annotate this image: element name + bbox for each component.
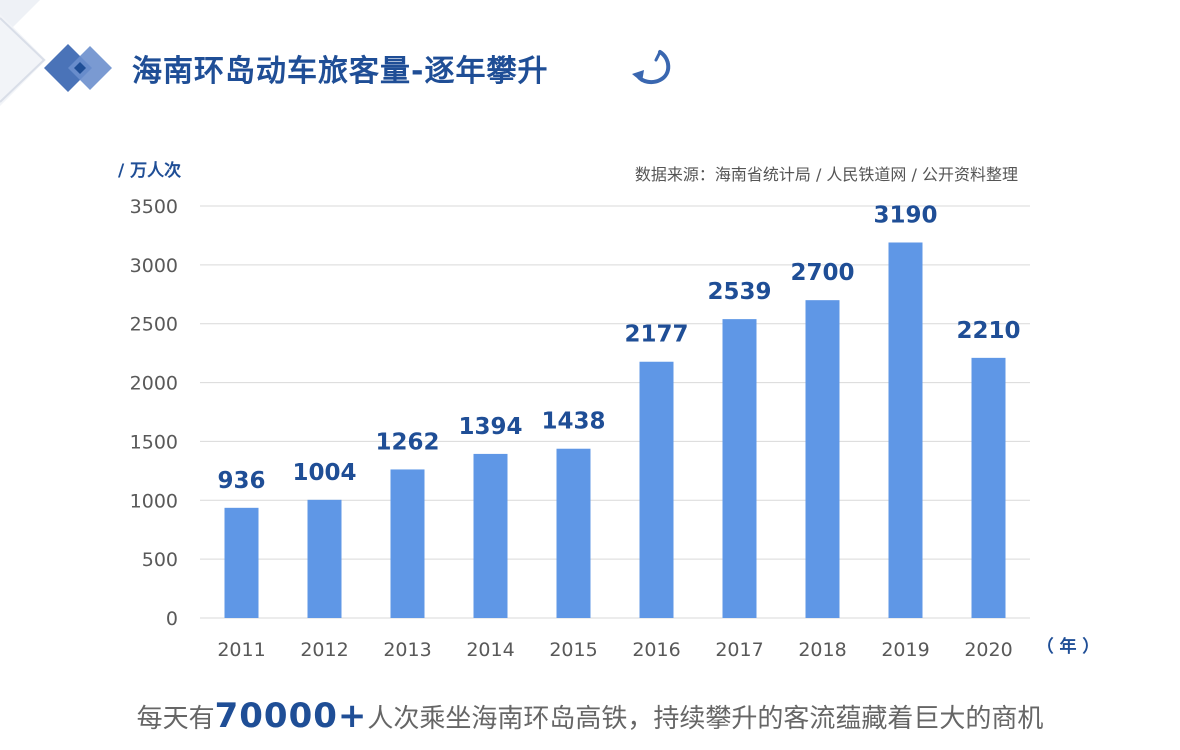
bar-2017 [722,319,757,618]
x-tick-labels: 2011 2012 2013 2014 2015 2016 2017 2018 2019 2020 [217,639,1012,661]
data-source-label: 数据来源：海南省统计局 / 人民铁道网 / 公开资料整理 [634,165,1018,184]
bar-2018 [805,300,840,618]
value-labels: 936 1004 1262 1394 1438 2177 2539 2700 3190 2210 [217,202,1020,493]
bar-2016 [639,361,674,618]
y-tick-label-500: 500 [142,549,178,571]
y-tick-label-2500: 2500 [130,314,178,336]
x-tick-label-2016: 2016 [632,639,680,661]
x-tick-label-2014: 2014 [466,639,514,661]
value-label-2018: 2700 [790,260,854,286]
value-label-2016: 2177 [624,322,688,348]
bar-2020 [971,357,1006,618]
value-label-2013: 1262 [375,429,439,455]
x-tick-label-2018: 2018 [798,639,846,661]
y-tick-label-1000: 1000 [130,490,178,512]
bar-2014 [473,453,508,618]
y-tick-label-3000: 3000 [130,255,178,277]
y-tick-labels: 0 500 1000 1500 2000 2500 3000 3500 [130,196,178,630]
corner-decoration [0,0,46,106]
y-tick-label-1500: 1500 [130,431,178,453]
header: 海南环岛动车旅客量-逐年攀升 [40,40,740,96]
y-axis-unit-label: / 万人次 [118,161,182,181]
bars [224,242,1006,618]
page-title: 海南环岛动车旅客量-逐年攀升 [132,54,549,89]
value-label-2017: 2539 [707,279,771,305]
footer-pre-text: 每天有 [136,704,215,734]
x-axis-unit-label: （ 年 ） [1037,636,1100,657]
x-tick-label-2011: 2011 [217,639,265,661]
value-label-2020: 2210 [956,318,1020,344]
footer-post-text: 人次乘坐海南环岛高铁，持续攀升的客流蕴藏着巨大的商机 [367,704,1044,734]
curved-arrow-icon [632,50,671,85]
x-tick-label-2017: 2017 [715,639,763,661]
diamond-icon [44,44,112,92]
value-label-2014: 1394 [458,414,522,440]
bar-2019 [888,242,923,618]
x-tick-label-2013: 2013 [383,639,431,661]
x-tick-label-2012: 2012 [300,639,348,661]
footer-highlight-number: 70000+ [214,696,368,736]
bar-2012 [307,499,342,618]
bar-2011 [224,507,259,618]
y-tick-label-2000: 2000 [130,373,178,395]
value-label-2019: 3190 [873,202,937,228]
y-tick-label-0: 0 [166,608,178,630]
bar-2015 [556,448,591,618]
bar-chart: 0 500 1000 1500 2000 2500 3000 3500 936 1004 1262… [130,196,1100,661]
value-label-2015: 1438 [541,409,605,435]
bar-2013 [390,469,425,618]
x-tick-label-2019: 2019 [881,639,929,661]
x-tick-label-2015: 2015 [549,639,597,661]
value-label-2011: 936 [217,468,265,494]
y-tick-label-3500: 3500 [130,196,178,218]
value-label-2012: 1004 [292,460,356,486]
x-tick-label-2020: 2020 [964,639,1012,661]
footer-statement: 每天有70000+人次乘坐海南环岛高铁，持续攀升的客流蕴藏着巨大的商机 [0,696,1180,739]
